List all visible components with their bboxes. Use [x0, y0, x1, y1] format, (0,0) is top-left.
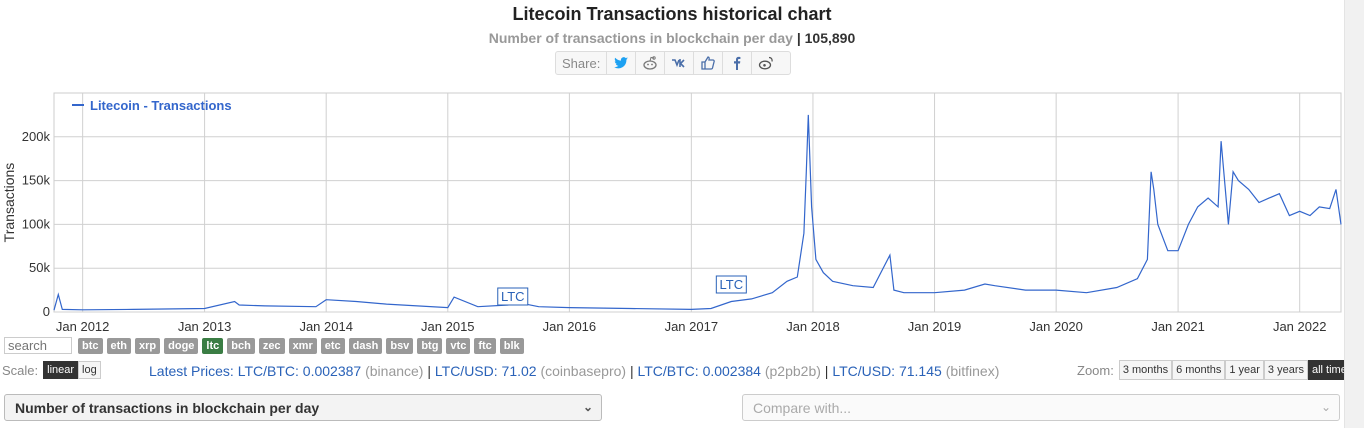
y-tick-label: 0 [43, 304, 50, 319]
coin-button-bsv[interactable]: bsv [386, 338, 414, 354]
plot-area [53, 92, 1342, 313]
coin-selector: btcethxrpdogeltcbchzecxmretcdashbsvbtgvt… [4, 335, 528, 355]
twitter-icon[interactable] [606, 52, 635, 74]
zoom-1-year-button[interactable]: 1 year [1225, 360, 1264, 380]
current-value: 105,890 [804, 30, 856, 46]
x-tick-label: Jan 2018 [786, 319, 840, 334]
price-pair[interactable]: LTC/BTC: 0.002384 [637, 363, 761, 379]
chevron-down-icon: ⌄ [1320, 400, 1331, 414]
y-tick-label: 150k [22, 173, 51, 188]
price-source: (bitfinex) [945, 363, 1000, 379]
coin-list: btc eth xrp doge ltc bch zec xmr etc dash bsv btg vt… [78, 336, 528, 354]
like-icon[interactable] [693, 52, 722, 74]
page-scrollbar[interactable] [1344, 0, 1364, 428]
vk-icon[interactable] [664, 52, 693, 74]
y-tick-label: 200k [22, 129, 51, 144]
price-pair[interactable]: LTC/USD: 71.02 [434, 363, 537, 379]
scale-linear-button[interactable]: linear [43, 361, 79, 379]
coin-button-dash[interactable]: dash [348, 338, 383, 354]
zoom-selector: Zoom: 3 months 6 months 1 year 3 years all t… [1077, 360, 1351, 380]
coin-button-ftc[interactable]: ftc [474, 338, 496, 354]
transactions-chart[interactable]: 0 50k 100k 150k 200k Jan 2012 Jan 2013 Jan 2014… [0, 88, 1364, 336]
x-tick-label: Jan 2013 [178, 319, 232, 334]
x-tick-label: Jan 2012 [56, 319, 110, 334]
coin-button-vtc[interactable]: vtc [446, 338, 471, 354]
chart-container[interactable]: 0 50k 100k 150k 200k Jan 2012 Jan 2013 Jan 2014… [0, 88, 1364, 336]
coin-button-blk[interactable]: blk [499, 338, 524, 354]
share-bar: Share: [555, 51, 791, 75]
y-tick-label: 100k [22, 216, 51, 231]
coin-button-etc[interactable]: etc [320, 338, 345, 354]
reddit-icon[interactable] [635, 52, 664, 74]
x-tick-label: Jan 2019 [908, 319, 962, 334]
latest-prices: Latest Prices: LTC/BTC: 0.002387 (binanc… [149, 363, 1000, 379]
price-source: (coinbasepro) [540, 363, 627, 379]
coin-button-btg[interactable]: btg [417, 338, 443, 354]
legend-label: Litecoin - Transactions [90, 98, 232, 113]
y-tick-label: 50k [29, 260, 50, 275]
zoom-all-time-button[interactable]: all time [1308, 360, 1351, 380]
zoom-3-years-button[interactable]: 3 years [1263, 360, 1308, 380]
x-tick-label: Jan 2015 [421, 319, 475, 334]
zoom-6-months-button[interactable]: 6 months [1172, 360, 1226, 380]
share-label: Share: [562, 55, 601, 71]
coin-button-eth[interactable]: eth [106, 338, 131, 354]
compare-select[interactable]: Compare with... ⌄ [742, 394, 1340, 421]
coin-search-input[interactable] [4, 336, 72, 354]
y-axis-title: Transactions [1, 163, 17, 243]
annotation-label: LTC [501, 289, 525, 304]
metric-select-value: Number of transactions in blockchain per… [15, 400, 320, 416]
prices-label: Latest Prices: [149, 363, 234, 379]
coin-button-ltc[interactable]: ltc [202, 338, 224, 354]
x-tick-label: Jan 2016 [543, 319, 597, 334]
price-pair[interactable]: LTC/BTC: 0.002387 [237, 363, 362, 379]
zoom-label: Zoom: [1077, 362, 1114, 378]
x-tick-label: Jan 2014 [299, 319, 353, 334]
annotation-label: LTC [720, 277, 744, 292]
price-source: (p2pb2b) [764, 363, 821, 379]
x-tick-label: Jan 2020 [1029, 319, 1083, 334]
x-tick-label: Jan 2022 [1273, 319, 1327, 334]
x-tick-label: Jan 2021 [1151, 319, 1205, 334]
metric-select[interactable]: Number of transactions in blockchain per… [4, 394, 602, 421]
series-line [53, 114, 1342, 311]
coin-button-zec[interactable]: zec [258, 338, 285, 354]
annotation-box [715, 275, 747, 294]
coin-button-xrp[interactable]: xrp [135, 338, 161, 354]
subtitle-text: Number of transactions in blockchain per… [488, 30, 793, 46]
zoom-3-months-button[interactable]: 3 months [1118, 360, 1173, 380]
page-title: Litecoin Transactions historical chart [512, 4, 832, 24]
price-pair[interactable]: LTC/USD: 71.145 [832, 363, 942, 379]
coin-button-xmr[interactable]: xmr [288, 338, 317, 354]
compare-select-placeholder: Compare with... [753, 400, 852, 416]
scale-selector: Scale: linear log [2, 361, 101, 379]
scale-log-button[interactable]: log [78, 361, 101, 379]
page-subtitle: Number of transactions in blockchain per… [0, 30, 1344, 46]
chevron-down-icon: ⌄ [582, 400, 593, 414]
subtitle-separator: | [792, 30, 805, 46]
weibo-icon[interactable] [751, 52, 780, 74]
scale-label: Scale: [2, 362, 39, 378]
x-tick-label: Jan 2017 [665, 319, 719, 334]
facebook-icon[interactable] [722, 52, 751, 74]
annotation-box [497, 287, 529, 306]
price-source: (binance) [365, 363, 424, 379]
coin-button-btc[interactable]: btc [78, 338, 103, 354]
coin-button-bch[interactable]: bch [227, 338, 255, 354]
coin-button-doge[interactable]: doge [164, 338, 199, 354]
